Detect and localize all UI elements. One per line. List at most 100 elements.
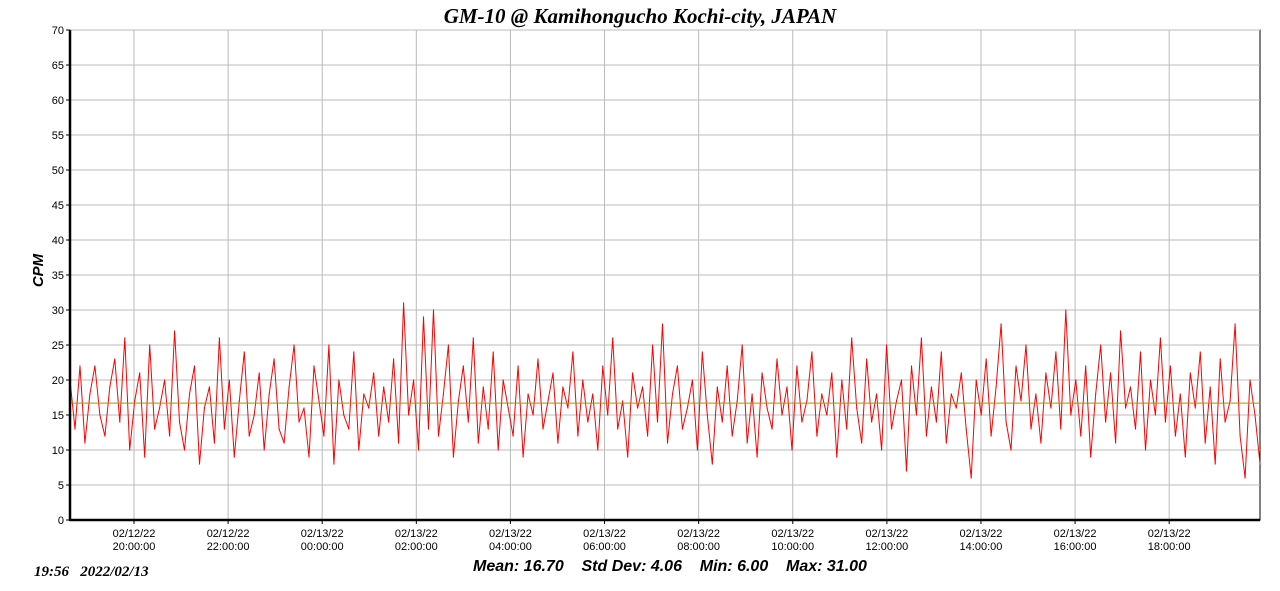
cpm-data-point [612,337,614,339]
cpm-data-point [417,449,420,451]
cpm-data-point [1139,351,1142,353]
cpm-data-point [1194,407,1196,409]
cpm-data-point [861,442,863,444]
cpm-data-point [1010,449,1012,451]
cpm-data-point [930,386,932,388]
cpm-data-point [1149,379,1152,381]
cpm-data-point [1259,463,1261,465]
cpm-data-point [422,316,425,318]
y-tick-label: 60 [52,95,64,107]
cpm-data-point [1244,477,1246,479]
cpm-data-point [1209,386,1211,388]
cpm-data-point [159,407,161,409]
cpm-data-point [467,421,469,423]
cpm-data-point [592,393,594,395]
cpm-data-point [741,344,743,346]
cpm-data-point [238,400,240,402]
cpm-data-point [442,393,445,395]
cpm-data-point [129,449,131,451]
cpm-data-point [527,393,529,395]
cpm-data-point [1015,365,1017,367]
cpm-data-point [278,428,280,430]
cpm-data-point [427,428,430,430]
x-tick-time: 18:00:00 [1148,541,1191,553]
x-tick-date: 02/13/22 [489,528,532,540]
cpm-data-point [806,400,808,402]
cpm-data-point [522,456,524,458]
cpm-data-point [836,456,838,458]
cpm-data-point [407,414,410,416]
cpm-data-point [532,414,534,416]
cpm-data-point [288,386,290,388]
cpm-data-point [846,428,848,430]
cpm-data-point [671,393,674,395]
cpm-data-point [228,379,230,381]
cpm-data-point [1085,365,1087,367]
cpm-data-point [1040,442,1042,444]
cpm-data-point [582,379,584,381]
cpm-data-point [512,435,514,437]
cpm-data-point [646,435,649,437]
cpm-data-point [1000,323,1002,325]
cpm-data-point [457,400,459,402]
cpm-data-point [950,393,952,395]
cpm-data-point [756,456,758,458]
cpm-data-point [144,456,146,458]
cpm-data-point [816,435,818,437]
cpm-data-point [796,365,798,367]
cpm-data-point [716,386,718,388]
cpm-data-point [308,456,310,458]
cpm-data-point [119,421,121,423]
cpm-data-point [632,372,634,374]
cpm-data-point [1090,456,1092,458]
cpm-data-point [766,407,768,409]
cpm-data-point [248,435,250,437]
cpm-data-point [1189,372,1191,374]
cpm-data-point [622,400,624,402]
x-tick-date: 02/13/22 [395,528,438,540]
cpm-data-point [1110,372,1112,374]
cpm-data-point [338,379,340,381]
cpm-data-point [1169,365,1171,367]
x-tick-date: 02/13/22 [960,528,1003,540]
cpm-data-point [398,442,400,444]
cpm-data-point [1204,442,1206,444]
y-tick-label: 10 [52,445,64,457]
cpm-data-point [572,351,574,353]
cpm-data-point [368,407,370,409]
cpm-data-point [711,463,713,465]
cpm-data-point [856,407,858,409]
cpm-data-point [139,372,141,374]
cpm-data-point [701,351,703,353]
cpm-data-point [597,449,599,451]
cpm-data-point [651,344,654,346]
cpm-data-point [965,428,967,430]
cpm-data-point [258,372,260,374]
cpm-data-point [164,379,166,381]
cpm-data-point [562,386,564,388]
cpm-data-point [293,344,295,346]
cpm-data-point [388,421,390,423]
cpm-data-point [333,463,335,465]
cpm-data-point [821,393,823,395]
x-tick-date: 02/13/22 [301,528,344,540]
cpm-data-point [1055,351,1057,353]
cpm-data-point [970,477,972,479]
cpm-data-point [781,414,783,416]
cpm-data-point [94,365,96,367]
cpm-data-point [686,407,689,409]
cpm-data-point [213,442,215,444]
cpm-data-point [920,337,923,339]
cpm-data-point [502,379,504,381]
cpm-data-point [876,393,878,395]
cpm-data-point [915,414,918,416]
cpm-data-point [557,442,559,444]
cpm-data-point [84,442,86,444]
x-tick-time: 06:00:00 [583,541,626,553]
cpm-data-point [178,421,181,423]
x-tick-date: 02/13/22 [677,528,720,540]
cpm-data-point [89,393,91,395]
x-tick-date: 02/12/22 [207,528,250,540]
cpm-data-point [497,449,499,451]
cpm-data-point [890,428,893,430]
